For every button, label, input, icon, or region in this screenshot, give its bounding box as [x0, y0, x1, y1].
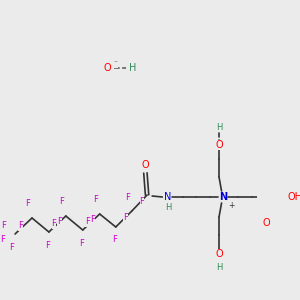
Text: F: F	[9, 242, 14, 251]
Text: H: H	[165, 203, 171, 212]
Text: OH: OH	[288, 192, 300, 202]
Text: F: F	[91, 215, 95, 224]
Text: F: F	[18, 221, 22, 230]
Text: F: F	[140, 196, 144, 206]
Text: F: F	[59, 197, 64, 206]
Text: F: F	[112, 236, 116, 244]
Text: F: F	[93, 196, 98, 205]
Text: O: O	[142, 160, 149, 170]
Text: F: F	[52, 220, 56, 229]
Text: ⁻: ⁻	[114, 58, 118, 68]
Text: N: N	[219, 192, 227, 202]
Text: H: H	[129, 63, 136, 73]
Text: F: F	[25, 200, 30, 208]
Text: F: F	[79, 238, 83, 247]
Text: O: O	[103, 63, 111, 73]
Text: F: F	[85, 218, 90, 226]
Text: O: O	[215, 249, 223, 259]
Text: F: F	[0, 235, 5, 244]
Text: O: O	[262, 218, 270, 228]
Text: O: O	[215, 140, 223, 150]
Text: F: F	[2, 221, 7, 230]
Text: F: F	[45, 241, 50, 250]
Text: F: F	[57, 218, 62, 226]
Text: F: F	[125, 193, 130, 202]
Text: +: +	[229, 202, 235, 211]
Text: H: H	[216, 122, 222, 131]
Text: F: F	[124, 212, 128, 221]
Text: H: H	[216, 262, 222, 272]
Text: N: N	[164, 192, 171, 202]
